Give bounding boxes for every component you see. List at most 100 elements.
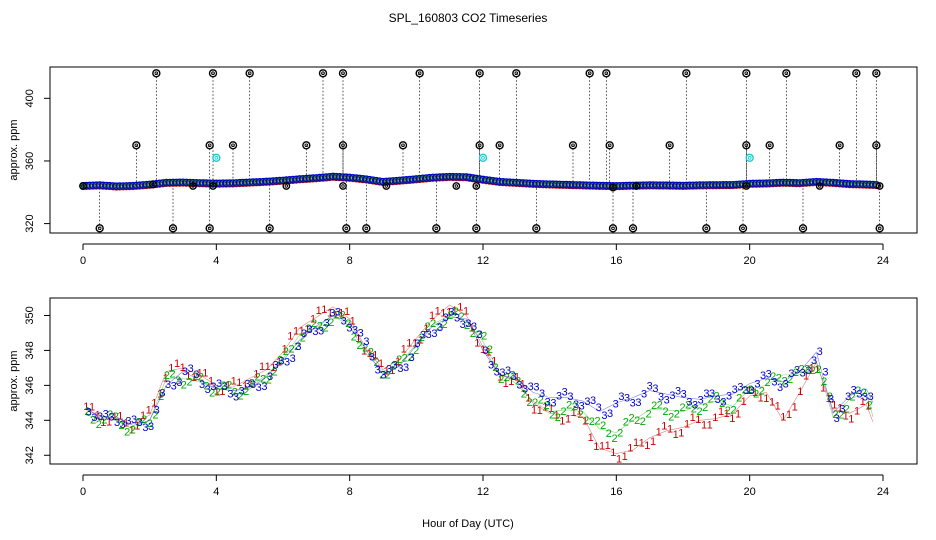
series-2-point: 2 xyxy=(623,416,629,428)
bottom-x-tick-label: 12 xyxy=(477,486,489,498)
top-cal-point-high xyxy=(852,69,861,78)
series-2-point: 2 xyxy=(141,414,147,426)
series-3-point: 3 xyxy=(91,412,97,424)
top-cal-point-high xyxy=(245,69,254,78)
series-2-point: 2 xyxy=(640,416,646,428)
series-2-point: 2 xyxy=(441,319,447,331)
series-1-point: 1 xyxy=(525,392,531,404)
series-3-point: 3 xyxy=(698,395,704,407)
series-1-point: 1 xyxy=(712,412,718,424)
series-2-point: 2 xyxy=(855,385,861,397)
series-1-point: 1 xyxy=(299,326,305,338)
top-cal-point-mid-center xyxy=(667,143,672,148)
series-1-point: 1 xyxy=(678,427,684,439)
series-1-point: 1 xyxy=(537,405,543,417)
top-cal-point-mid xyxy=(398,141,408,150)
series-2-point: 2 xyxy=(611,433,617,445)
series-1-point: 1 xyxy=(463,305,469,317)
series-3-point: 3 xyxy=(601,410,607,422)
series-3-point: 3 xyxy=(528,381,534,393)
series-3-point: 3 xyxy=(256,382,262,394)
series-2-point: 2 xyxy=(844,403,850,415)
top-cal-point-high-center xyxy=(744,71,749,76)
series-1-point: 1 xyxy=(310,314,316,326)
series-3-point: 3 xyxy=(703,388,709,400)
series-1-point: 1 xyxy=(208,376,214,388)
top-cal-point-base xyxy=(282,182,291,190)
top-cal-point-mid xyxy=(475,141,484,150)
series-2-point: 2 xyxy=(373,357,379,369)
series-1-point: 1 xyxy=(231,376,237,388)
series-3-point: 3 xyxy=(675,385,681,397)
series-1-point: 1 xyxy=(684,419,690,431)
top-cal-point-mid xyxy=(872,141,881,150)
series-3-point: 3 xyxy=(545,396,551,408)
series-2-point: 2 xyxy=(566,400,572,412)
series-3-point: 3 xyxy=(318,326,324,338)
series-1-point: 1 xyxy=(758,393,764,405)
series-2-point: 2 xyxy=(147,418,153,430)
series-3-point: 3 xyxy=(216,378,222,390)
top-cal-point-high-center xyxy=(211,71,215,76)
top-cal-point-base-center xyxy=(744,184,749,188)
top-cal-point-base xyxy=(875,182,884,190)
series-3-point: 3 xyxy=(120,419,126,431)
bottom-x-axis: 0 4 8 12 16 20 24 xyxy=(80,474,889,498)
series-1-point: 1 xyxy=(469,322,475,334)
top-cal-point-high xyxy=(338,69,348,78)
bottom-y-tick-label: 344 xyxy=(24,411,36,429)
series-3-point: 3 xyxy=(358,327,364,339)
top-cal-point-high-center xyxy=(587,71,592,76)
series-1-point: 1 xyxy=(146,405,152,417)
series-2-point: 2 xyxy=(351,331,357,343)
series-2-point: 2 xyxy=(101,415,107,427)
top-cal-point-low xyxy=(798,224,808,233)
top-cal-point-high-center xyxy=(417,71,422,76)
top-cal-point-base xyxy=(149,180,157,189)
top-cal-point-base xyxy=(472,182,481,190)
series-3-point: 3 xyxy=(573,399,579,411)
series-3-point: 3 xyxy=(596,402,602,414)
top-cal-point-high-center xyxy=(874,71,879,76)
series-2-point: 2 xyxy=(730,405,736,417)
series-3-point: 3 xyxy=(590,395,596,407)
series-2-point: 2 xyxy=(651,400,657,412)
series-3-point: 3 xyxy=(635,397,641,409)
series-2-point: 2 xyxy=(481,331,487,343)
series-3-point: 3 xyxy=(737,382,743,394)
series-3-point: 3 xyxy=(142,422,148,434)
series-3-point: 3 xyxy=(278,355,284,367)
series-2-point: 2 xyxy=(232,386,238,398)
series-3-point: 3 xyxy=(477,329,483,341)
series-1-point: 1 xyxy=(854,405,860,417)
top-cal-point-high xyxy=(872,69,881,78)
series-2-point: 2 xyxy=(549,409,555,421)
series-1-point: 1 xyxy=(333,309,339,321)
series-1-point: 1 xyxy=(270,362,276,374)
series-2-point: 2 xyxy=(90,415,96,427)
top-cal-point-low xyxy=(362,224,371,233)
series-1-point: 1 xyxy=(724,408,730,420)
series-1-point: 1 xyxy=(412,338,418,350)
series-2-point: 2 xyxy=(300,333,306,345)
series-3-point: 3 xyxy=(352,325,358,337)
series-2-point: 2 xyxy=(498,374,504,386)
series-1-point: 1 xyxy=(265,361,271,373)
series-3-point: 3 xyxy=(222,381,228,393)
top-cal-point-low xyxy=(628,224,638,233)
series-2-point: 2 xyxy=(237,390,243,402)
series-2-point: 2 xyxy=(396,354,402,366)
series-1-point: 1 xyxy=(163,372,169,384)
series-1-point: 1 xyxy=(599,441,605,453)
top-cal-point-base-center xyxy=(817,184,822,188)
series-1-point: 1 xyxy=(384,365,390,377)
bottom-x-tick-label: 24 xyxy=(877,486,889,498)
top-cal-point-high xyxy=(682,69,691,78)
series-3-point: 3 xyxy=(720,396,726,408)
series-2-point: 2 xyxy=(328,317,334,329)
series-2-point: 2 xyxy=(487,344,493,356)
series-2-point: 2 xyxy=(770,371,776,383)
series-2-point: 2 xyxy=(254,372,260,384)
series-3-point: 3 xyxy=(686,396,692,408)
series-3-point: 3 xyxy=(397,363,403,375)
